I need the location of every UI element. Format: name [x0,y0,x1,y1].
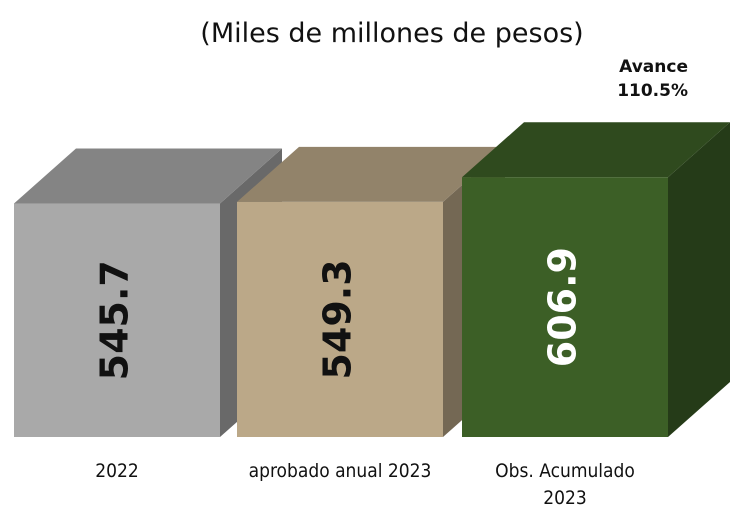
category-box: aprobado anual 2023 [248,460,432,482]
bar-top [237,146,505,202]
bar-side [668,122,730,438]
bar [14,148,282,437]
annotation: Avance 110.5% [617,57,688,101]
value-label: 545.7 [93,260,137,380]
value-label: 606.9 [541,247,585,367]
bar-top [14,148,282,204]
x-tick-label: Obs. Acumulado 2023 [495,460,635,509]
bar [462,122,730,438]
bar-front [462,177,668,437]
bar-front [14,203,220,437]
bar-top [462,122,730,178]
bar-front [237,201,443,437]
annotation-box: Avance 110.5% [617,57,688,101]
category-box: Obs. Acumulado 2023 [495,460,635,509]
category-box: 2022 [95,460,139,482]
x-tick-label: aprobado anual 2023 [248,460,432,482]
chart-title: (Miles de millones de pesos) [200,18,583,49]
x-tick-label: 2022 [95,460,139,482]
value-label: 549.3 [316,259,360,379]
